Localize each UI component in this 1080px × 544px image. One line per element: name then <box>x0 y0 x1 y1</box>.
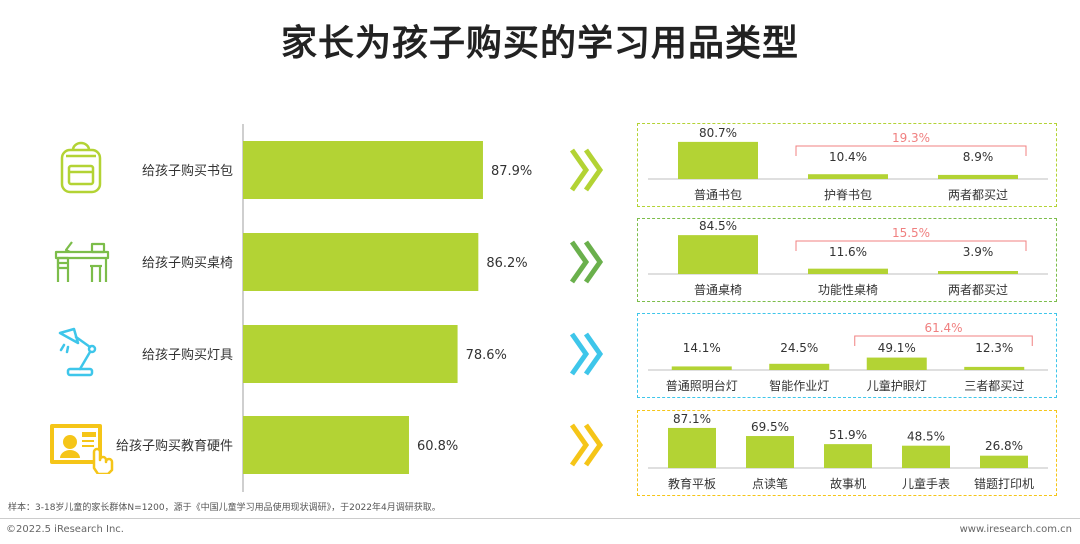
main-value-label: 86.2% <box>486 256 527 271</box>
sub-chart-panel-hardware: 87.1% 教育平板 69.5% 点读笔 51.9% 故事机 48.5% 儿童手表 26.8% 错… <box>637 410 1057 496</box>
sub-bar <box>902 445 950 468</box>
footer-divider <box>0 518 1080 519</box>
chevron-right-icon <box>583 240 604 284</box>
sub-bar <box>808 268 888 274</box>
chevron-right-icon <box>583 423 604 467</box>
sub-bar <box>980 455 1028 468</box>
sub-bar <box>668 427 716 468</box>
sub-value-label: 87.1% <box>673 412 711 426</box>
sub-bracket <box>795 145 1027 156</box>
sub-bracket-label: 19.3% <box>892 131 930 145</box>
main-bar <box>243 141 483 199</box>
sub-bar <box>866 357 927 370</box>
desk-chair-icon <box>54 241 110 282</box>
sub-value-label: 8.9% <box>963 150 994 164</box>
sub-chart-hardware: 87.1% 教育平板 69.5% 点读笔 51.9% 故事机 48.5% 儿童手表 26.8% 错… <box>648 412 1048 491</box>
sub-chart-panel-desk: 84.5% 普通桌椅 11.6% 功能性桌椅 3.9% 两者都买过 15.5% <box>637 218 1057 302</box>
sub-chart-panel-lamp: 14.1% 普通照明台灯 24.5% 智能作业灯 49.1% 儿童护眼灯 12.3% 三者都买… <box>637 313 1057 398</box>
main-category-label: 给孩子购买教育硬件 <box>116 438 233 454</box>
sub-category-label: 儿童护眼灯 <box>867 378 927 393</box>
sub-value-label: 69.5% <box>751 420 789 434</box>
sub-value-label: 11.6% <box>829 245 867 259</box>
main-value-label: 78.6% <box>466 348 507 363</box>
sub-bar <box>964 366 1025 370</box>
main-value-label: 60.8% <box>417 439 458 454</box>
sub-bar <box>746 436 794 468</box>
sub-bracket-label: 61.4% <box>924 321 962 335</box>
chevron-right-icon <box>569 423 590 467</box>
sub-value-label: 48.5% <box>907 430 945 444</box>
sub-category-label: 三者都买过 <box>964 379 1024 393</box>
page-title: 家长为孩子购买的学习用品类型 <box>280 23 799 64</box>
sub-category-label: 错题打印机 <box>974 477 1034 491</box>
sub-category-label: 智能作业灯 <box>769 378 829 393</box>
sub-category-label: 点读笔 <box>752 476 788 491</box>
website-url: www.iresearch.com.cn <box>959 524 1072 535</box>
sub-chart-desk: 84.5% 普通桌椅 11.6% 功能性桌椅 3.9% 两者都买过 15.5% <box>648 219 1048 297</box>
sub-category-label: 故事机 <box>830 476 866 491</box>
sub-bar <box>678 141 758 179</box>
sub-category-label: 普通书包 <box>694 188 742 202</box>
education-tablet-icon <box>50 424 114 474</box>
sub-bar <box>678 235 758 274</box>
main-bar <box>243 233 479 291</box>
sub-bar <box>769 363 830 370</box>
chevron-right-icon <box>583 332 604 376</box>
sub-value-label: 12.3% <box>975 341 1013 355</box>
sub-bracket <box>854 335 1033 346</box>
footnote: 样本：3-18岁儿童的家长群体N=1200，源于《中国儿童学习用品使用现状调研》… <box>8 503 441 513</box>
chevron-right-icon <box>569 332 590 376</box>
chevron-right-icon <box>569 148 590 192</box>
sub-value-label: 84.5% <box>699 219 737 233</box>
sub-category-label: 儿童手表 <box>902 476 950 491</box>
chevron-right-icon <box>569 240 590 284</box>
sub-value-label: 10.4% <box>829 150 867 164</box>
sub-bracket-label: 15.5% <box>892 226 930 240</box>
sub-chart-schoolbag: 80.7% 普通书包 10.4% 护脊书包 8.9% 两者都买过 19.3% <box>648 126 1048 202</box>
sub-bar <box>938 271 1018 274</box>
sub-value-label: 3.9% <box>963 245 994 259</box>
sub-chart-panel-schoolbag: 80.7% 普通书包 10.4% 护脊书包 8.9% 两者都买过 19.3% <box>637 123 1057 207</box>
desk-lamp-icon <box>58 327 97 377</box>
sub-bar <box>671 366 732 370</box>
sub-bracket <box>795 240 1027 251</box>
sub-value-label: 26.8% <box>985 439 1023 453</box>
chevron-right-icon <box>583 148 604 192</box>
main-category-label: 给孩子购买桌椅 <box>142 255 233 271</box>
main-value-label: 87.9% <box>491 164 532 179</box>
sub-bar <box>938 174 1018 179</box>
sub-chart-lamp: 14.1% 普通照明台灯 24.5% 智能作业灯 49.1% 儿童护眼灯 12.3% 三者都买… <box>648 321 1048 393</box>
sub-bar <box>808 174 888 179</box>
main-bar <box>243 325 458 383</box>
main-category-label: 给孩子购买书包 <box>142 163 233 179</box>
sub-value-label: 24.5% <box>780 341 818 355</box>
backpack-icon <box>60 141 102 194</box>
sub-value-label: 14.1% <box>683 341 721 355</box>
sub-category-label: 教育平板 <box>668 476 716 491</box>
sub-category-label: 功能性桌椅 <box>818 283 878 297</box>
sub-value-label: 80.7% <box>699 126 737 140</box>
sub-category-label: 普通照明台灯 <box>666 378 738 393</box>
sub-bar <box>824 444 872 468</box>
sub-category-label: 普通桌椅 <box>694 283 742 297</box>
sub-value-label: 51.9% <box>829 428 867 442</box>
main-bar <box>243 416 409 474</box>
sub-value-label: 49.1% <box>878 341 916 355</box>
sub-category-label: 护脊书包 <box>824 188 872 202</box>
sub-category-label: 两者都买过 <box>948 188 1008 202</box>
copyright: ©2022.5 iResearch Inc. <box>6 524 124 535</box>
sub-category-label: 两者都买过 <box>948 283 1008 297</box>
main-category-label: 给孩子购买灯具 <box>142 347 233 363</box>
